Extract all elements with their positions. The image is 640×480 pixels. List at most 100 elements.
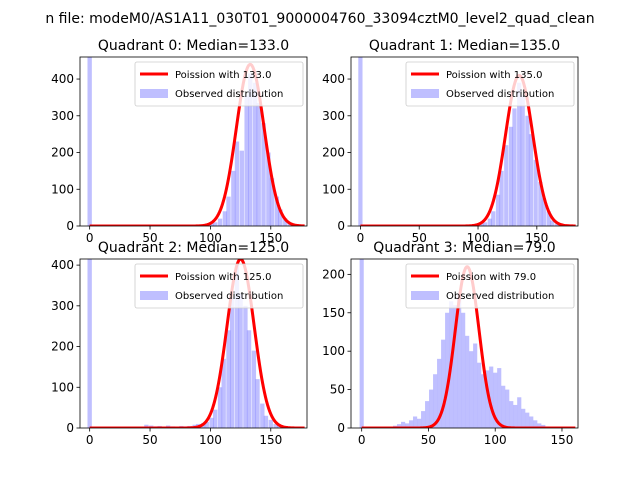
histogram-bar: [278, 209, 283, 226]
histogram-bar: [226, 330, 231, 428]
histogram-bar: [248, 73, 253, 226]
x-tick-label: 50: [421, 433, 436, 447]
y-tick-label: 400: [51, 72, 74, 86]
histogram-bar: [268, 419, 273, 428]
y-tick-label: 300: [51, 109, 74, 123]
subplot-1: 0 50 100 150 0 100 200 300 400 Quadrant 1: Median…: [322, 38, 579, 245]
histogram-bar: [401, 421, 406, 428]
histogram-bar: [358, 57, 363, 226]
x-tick-label: 0: [86, 231, 94, 245]
y-tick-label: 200: [322, 267, 345, 281]
histogram-bar: [261, 123, 266, 226]
histogram-bar: [501, 385, 506, 428]
histogram-bar: [441, 339, 446, 428]
histogram-bar: [525, 412, 530, 428]
histogram-bar: [497, 368, 502, 428]
legend-box: [134, 263, 304, 309]
histogram-bar: [209, 417, 214, 428]
legend-poisson-label: Poission with 135.0: [446, 70, 542, 81]
histogram-bar: [481, 374, 486, 428]
histogram-bar: [537, 423, 542, 428]
histogram-bar: [231, 170, 236, 226]
histogram-bar: [485, 370, 490, 428]
histogram-bar: [273, 423, 278, 428]
subplot-title: Quadrant 3: Median=79.0: [373, 240, 555, 256]
histogram-bar: [529, 416, 534, 428]
histogram-bar: [283, 218, 288, 226]
y-tick-label: 0: [337, 219, 345, 233]
histogram-bar: [429, 389, 434, 428]
x-tick-label: 100: [199, 231, 222, 245]
histogram-bar: [425, 401, 430, 428]
histogram-bar: [550, 220, 555, 226]
histogram-bar: [87, 259, 92, 428]
histogram-bar: [504, 145, 509, 226]
histogram-bar: [243, 305, 248, 428]
subplot-title: Quadrant 1: Median=135.0: [369, 38, 560, 54]
subplot-title: Quadrant 0: Median=133.0: [98, 38, 289, 54]
x-tick-label: 0: [86, 433, 94, 447]
axes-frame: [350, 56, 579, 227]
plot-area-1: [358, 57, 577, 226]
histogram-bar: [226, 196, 231, 226]
histogram-bar: [405, 423, 410, 428]
histogram-bar: [517, 397, 522, 428]
y-tick-label: 200: [322, 146, 345, 160]
y-tick-label: 300: [322, 109, 345, 123]
histogram-bar: [213, 222, 218, 226]
histogram-bar: [521, 408, 526, 428]
legend: Poission with 79.0 Observed distribution: [405, 263, 575, 309]
histogram-bar: [417, 418, 422, 428]
histogram-bar: [533, 420, 538, 428]
histogram-bar: [487, 218, 492, 226]
plot-area-3: [359, 259, 576, 428]
histogram-bar: [493, 372, 498, 428]
legend-poisson-label: Poission with 125.0: [175, 272, 271, 283]
y-tick-label: 150: [322, 306, 345, 320]
histogram-bar: [238, 293, 243, 428]
histogram-bar: [221, 358, 226, 428]
histogram-bar: [269, 178, 275, 226]
y-tick-label: 100: [51, 380, 74, 394]
x-tick-label: 150: [551, 433, 574, 447]
histogram-bar: [465, 335, 470, 428]
histogram-bar: [509, 401, 514, 428]
legend: Poission with 133.0 Observed distribution: [134, 61, 304, 107]
histogram-bar: [491, 211, 496, 226]
legend-observed-label: Observed distribution: [446, 291, 554, 302]
y-tick-label: 100: [51, 182, 74, 196]
histogram-bar: [495, 194, 501, 226]
histogram-bar: [413, 416, 418, 428]
x-tick-label: 100: [467, 231, 490, 245]
histogram-bar: [263, 415, 269, 428]
legend-observed-swatch: [411, 291, 439, 300]
x-tick-label: 150: [259, 231, 282, 245]
histogram-bar: [209, 223, 214, 226]
subplot-title: Quadrant 2: Median=125.0: [98, 240, 289, 256]
histogram-bar: [397, 424, 402, 428]
histogram-bar: [489, 366, 494, 428]
y-tick-label: 400: [51, 258, 74, 272]
x-tick-label: 150: [259, 433, 282, 447]
histogram-bar: [217, 387, 223, 428]
histogram-bar: [508, 126, 514, 226]
x-tick-label: 50: [142, 433, 157, 447]
legend-poisson-label: Poission with 79.0: [446, 272, 536, 283]
histogram-bar: [87, 57, 92, 226]
histogram-bar: [213, 409, 218, 428]
histogram-bar: [477, 362, 482, 428]
legend: Poission with 125.0 Observed distribution: [134, 263, 304, 309]
legend-poisson-label: Poission with 133.0: [175, 70, 271, 81]
legend-box: [134, 61, 304, 107]
histogram-bar: [513, 404, 518, 428]
axes-frame: [79, 258, 308, 429]
histogram-bar: [541, 198, 546, 226]
y-tick-label: 200: [51, 146, 74, 160]
histogram-bar: [359, 259, 364, 428]
plot-area-2: [87, 259, 306, 428]
histogram-bar: [234, 265, 240, 428]
histogram-bar: [437, 358, 442, 428]
subplot-0: 0 50 100 150 0 100 200 300 400 Quadrant 0: Median…: [51, 38, 308, 245]
x-tick-label: 0: [358, 433, 366, 447]
x-tick-label: 150: [525, 231, 548, 245]
